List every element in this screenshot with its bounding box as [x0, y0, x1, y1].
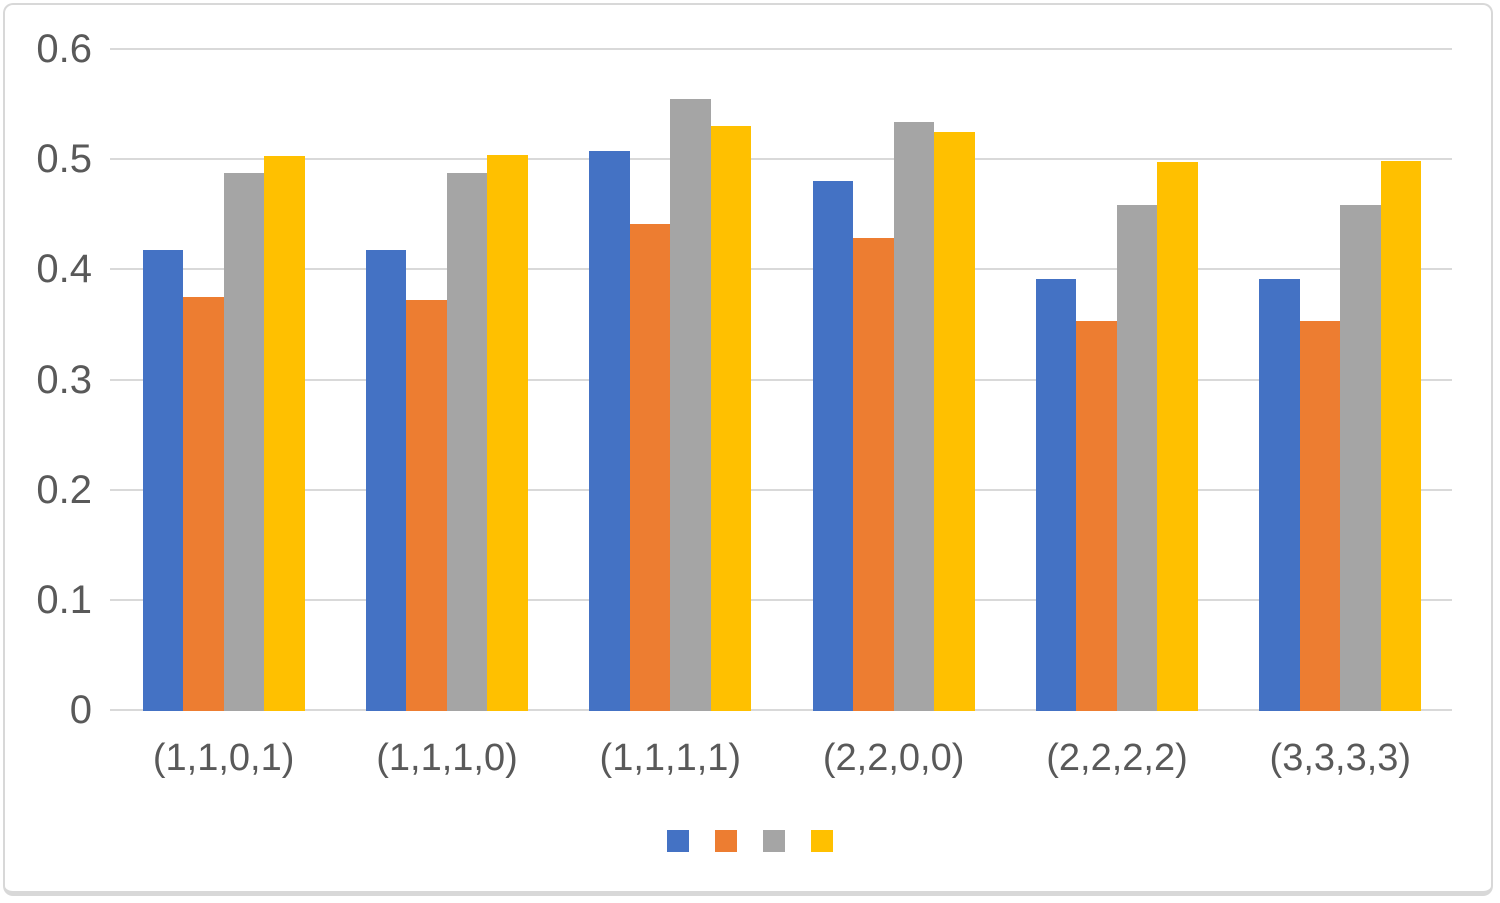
bar-gray-(3,3,3,3) [1340, 205, 1381, 711]
bar-orange-(1,1,1,1) [629, 224, 671, 711]
y-tick-label: 0 [69, 688, 92, 732]
y-tick-label: 0.3 [36, 357, 92, 402]
x-tick-label: (3,3,3,3) [1269, 737, 1412, 779]
x-tick-label: (2,2,0,0) [822, 737, 965, 779]
legend-swatch-yellow [811, 830, 833, 852]
x-tick-label: (2,2,2,2) [1046, 737, 1188, 779]
bar-gray-(1,1,1,1) [670, 98, 711, 711]
x-tick-label: (1,1,1,1) [599, 737, 742, 779]
x-tick-label: (1,1,1,0) [376, 737, 518, 779]
bar-gray-(1,1,0,1) [223, 173, 265, 711]
bar-yellow-(1,1,1,0) [487, 154, 528, 711]
y-tick-label: 0.1 [36, 577, 92, 622]
bar-blue-(2,2,2,2) [1035, 279, 1077, 711]
y-tick-label: 0.5 [36, 137, 92, 182]
gridline-0.6 [110, 48, 1452, 50]
legend-swatch-gray [763, 830, 785, 852]
bar-yellow-(1,1,0,1) [264, 155, 305, 711]
bar-orange-(1,1,0,1) [183, 296, 224, 711]
gridline-0 [110, 709, 1452, 711]
legend-swatch-blue [667, 830, 689, 852]
bar-yellow-(3,3,3,3) [1380, 161, 1422, 711]
y-tick-label: 0.6 [36, 27, 92, 71]
bar-blue-(1,1,1,1) [589, 151, 630, 711]
bar-blue-(2,2,0,0) [812, 181, 854, 711]
bar-gray-(2,2,0,0) [893, 121, 935, 711]
bar-orange-(1,1,1,0) [406, 300, 447, 711]
legend-swatch-orange [715, 830, 737, 852]
gridline-0.1 [110, 598, 1452, 601]
gridline-0.3 [110, 378, 1452, 381]
bar-blue-(1,1,0,1) [142, 249, 184, 711]
y-tick-label: 0.2 [36, 467, 92, 512]
x-tick-label: (1,1,0,1) [152, 737, 295, 779]
bar-yellow-(2,2,0,0) [934, 131, 975, 711]
bar-orange-(3,3,3,3) [1299, 321, 1341, 711]
gridline-0.2 [110, 488, 1452, 491]
gridline-0.4 [110, 268, 1452, 271]
y-tick-label: 0.4 [36, 247, 92, 292]
bar-orange-(2,2,2,2) [1076, 321, 1117, 711]
legend [0, 830, 1500, 852]
bar-blue-(1,1,1,0) [365, 249, 407, 711]
bar-yellow-(2,2,2,2) [1157, 162, 1198, 711]
bar-yellow-(1,1,1,1) [710, 126, 752, 711]
bar-orange-(2,2,0,0) [853, 238, 894, 711]
bar-blue-(3,3,3,3) [1259, 279, 1300, 711]
bar-gray-(2,2,2,2) [1116, 205, 1158, 711]
gridline-0.5 [110, 158, 1452, 161]
bar-gray-(1,1,1,0) [446, 173, 488, 711]
